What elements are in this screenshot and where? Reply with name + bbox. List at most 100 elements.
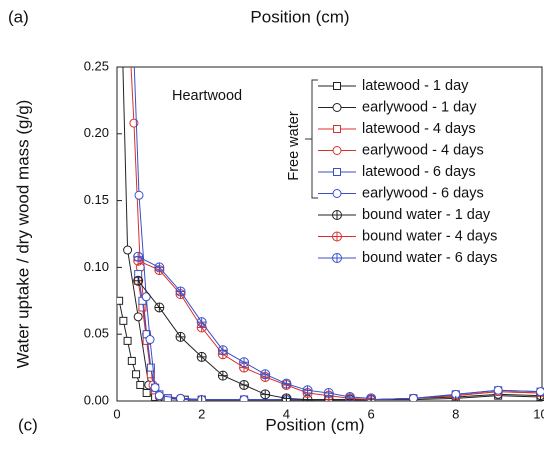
marker-shape — [332, 146, 342, 155]
marker — [302, 385, 313, 396]
marker-cross — [332, 253, 342, 263]
x-axis-label: Position (cm) — [265, 415, 364, 434]
series-line — [137, 274, 541, 401]
marker-shape — [333, 82, 341, 90]
y-tick-label: 0.05 — [84, 326, 109, 341]
legend-label: latewood - 4 days — [362, 121, 476, 137]
legend-item: latewood - 4 days — [318, 121, 476, 137]
marker — [176, 393, 186, 401]
marker — [408, 393, 418, 401]
marker-cross — [260, 389, 270, 399]
marker — [260, 389, 271, 400]
marker-shape — [493, 385, 503, 395]
series-line — [133, 67, 541, 401]
marker — [332, 210, 342, 220]
x-tick-label: 2 — [198, 406, 205, 421]
x-tick-label: 10 — [533, 406, 544, 421]
marker — [332, 189, 342, 198]
marker — [128, 0, 136, 4]
y-tick-label: 0.15 — [84, 192, 109, 207]
marker-cross — [332, 232, 342, 241]
legend-item: earlywood - 4 days — [318, 142, 484, 158]
marker-cross — [197, 317, 207, 327]
legend-label: earlywood - 4 days — [362, 142, 484, 158]
marker-shape — [333, 168, 341, 176]
legend-group-label: Free water — [286, 111, 302, 180]
marker-shape — [119, 316, 128, 325]
marker-shape — [332, 189, 342, 198]
marker-shape — [408, 393, 418, 401]
marker — [323, 387, 334, 398]
marker — [239, 379, 250, 390]
marker-cross — [133, 252, 143, 262]
marker-cross — [239, 357, 249, 367]
marker — [123, 336, 132, 345]
marker-shape — [136, 380, 145, 389]
marker-shape — [123, 336, 132, 345]
marker-cross — [176, 332, 186, 342]
marker — [133, 312, 143, 322]
y-tick-label: 0.00 — [84, 392, 109, 407]
series-line — [137, 256, 372, 399]
legend-item: latewood - 1 day — [318, 78, 469, 94]
legend-item: bound water - 1 day — [318, 207, 491, 223]
marker-shape — [176, 393, 186, 401]
marker-shape — [154, 391, 164, 401]
marker — [332, 103, 342, 112]
marker — [133, 251, 144, 262]
y-tick-label: 0.25 — [84, 58, 109, 73]
marker — [124, 0, 132, 4]
marker-shape — [333, 125, 341, 133]
marker — [133, 275, 144, 286]
x-tick-label: 6 — [367, 406, 374, 421]
marker-cross — [154, 262, 164, 272]
marker — [163, 394, 172, 401]
marker — [260, 369, 271, 380]
legend-bracket — [305, 79, 318, 199]
marker-cross — [218, 345, 228, 355]
marker-shape — [239, 395, 249, 401]
marker-cross — [303, 385, 313, 395]
marker — [175, 286, 186, 297]
marker — [344, 391, 355, 401]
marker — [196, 317, 207, 328]
marker-cross — [281, 379, 291, 389]
marker — [217, 370, 228, 381]
marker — [217, 345, 228, 356]
legend-item: latewood - 6 days — [318, 164, 476, 180]
marker-shape — [132, 370, 141, 379]
legend-label: bound water - 6 days — [362, 250, 497, 266]
marker — [196, 351, 207, 362]
marker-shape — [133, 312, 143, 322]
marker — [154, 262, 165, 273]
marker — [493, 385, 503, 395]
marker — [117, 0, 125, 4]
y-tick-label: 0.10 — [84, 259, 109, 274]
marker — [281, 378, 292, 389]
panel-label: (c) — [18, 415, 38, 434]
legend-item: bound water - 4 days — [318, 228, 497, 244]
marker-cross — [324, 388, 334, 398]
marker — [141, 292, 151, 302]
series-line — [137, 280, 541, 401]
top-axis-label: Position (cm) — [250, 7, 349, 26]
marker-shape — [150, 383, 160, 393]
series-line — [137, 280, 372, 401]
marker-shape — [146, 363, 155, 372]
marker — [536, 387, 544, 397]
marker-cross — [197, 352, 207, 362]
plot-area — [117, 0, 544, 401]
legend-label: latewood - 1 day — [362, 78, 469, 94]
legend-item: bound water - 6 days — [318, 250, 497, 266]
marker — [138, 303, 147, 312]
legend-item: earlywood - 6 days — [318, 185, 484, 201]
marker — [119, 316, 128, 325]
marker — [175, 331, 186, 342]
marker-cross — [239, 380, 249, 390]
x-tick-label: 8 — [452, 406, 459, 421]
marker-shape — [124, 0, 132, 4]
marker — [134, 190, 144, 200]
marker-shape — [128, 0, 136, 4]
marker-cross — [176, 286, 186, 296]
series-line — [137, 260, 372, 401]
